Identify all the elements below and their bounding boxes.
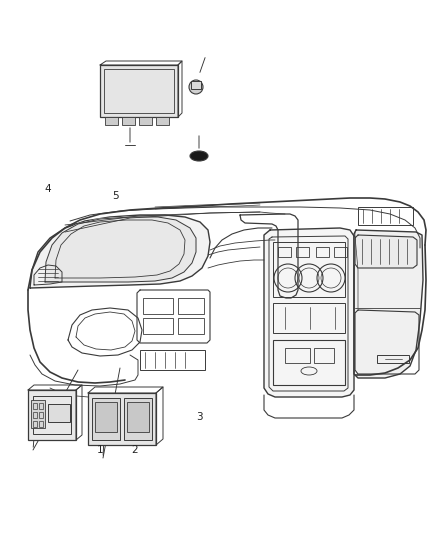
Bar — [127, 402, 149, 432]
Bar — [48, 404, 70, 422]
Bar — [285, 348, 310, 363]
Bar — [122, 117, 135, 125]
Bar — [314, 348, 334, 363]
Bar — [273, 340, 345, 385]
Bar — [278, 247, 291, 257]
Ellipse shape — [190, 151, 208, 161]
Bar — [140, 350, 205, 370]
Bar — [95, 402, 117, 432]
Bar — [377, 355, 409, 363]
Bar — [31, 400, 45, 428]
Bar — [191, 81, 201, 89]
Bar — [105, 117, 118, 125]
Bar — [178, 318, 204, 334]
Bar — [33, 403, 37, 409]
Bar — [178, 298, 204, 314]
Text: 5: 5 — [112, 191, 119, 201]
Text: 4: 4 — [44, 184, 51, 194]
Text: 1: 1 — [96, 446, 103, 455]
Bar — [100, 65, 178, 117]
Bar — [88, 393, 156, 445]
Circle shape — [189, 80, 203, 94]
Bar — [28, 390, 76, 440]
Bar — [104, 69, 174, 113]
Bar — [316, 247, 329, 257]
Bar — [273, 242, 345, 297]
Bar — [143, 298, 173, 314]
Bar — [156, 117, 169, 125]
Bar — [358, 207, 413, 225]
Bar — [334, 247, 347, 257]
Bar — [33, 412, 37, 418]
Bar — [33, 421, 37, 427]
Polygon shape — [30, 215, 210, 288]
Bar — [33, 396, 71, 434]
Bar — [39, 403, 43, 409]
Text: 3: 3 — [196, 412, 203, 422]
Bar — [124, 398, 152, 440]
Bar — [92, 398, 120, 440]
Bar — [39, 412, 43, 418]
Bar — [273, 303, 345, 333]
Polygon shape — [45, 217, 196, 282]
Polygon shape — [354, 230, 423, 378]
Bar — [139, 117, 152, 125]
Polygon shape — [264, 228, 354, 397]
Polygon shape — [355, 235, 417, 268]
Bar — [39, 421, 43, 427]
Text: 2: 2 — [131, 446, 138, 455]
Bar — [296, 247, 309, 257]
Bar — [143, 318, 173, 334]
